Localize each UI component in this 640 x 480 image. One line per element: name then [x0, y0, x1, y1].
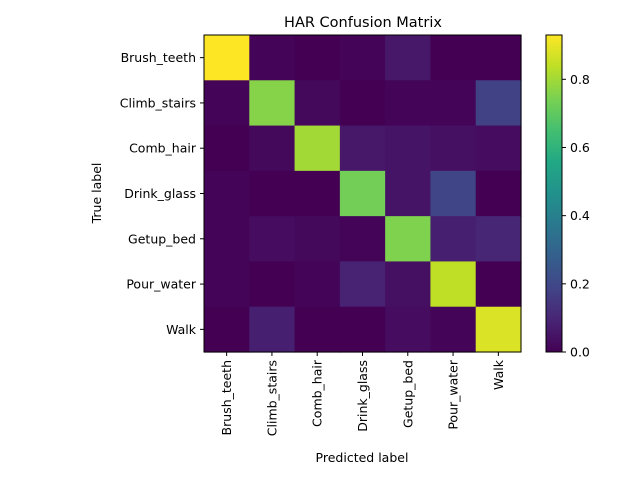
- heatmap-cell: [385, 170, 432, 217]
- x-tick-label: Comb_hair: [310, 359, 325, 427]
- heatmap-cell: [385, 35, 432, 81]
- heatmap-cell: [249, 306, 296, 353]
- heatmap-cell: [204, 216, 250, 263]
- x-tick-label: Pour_water: [446, 359, 461, 430]
- y-tick-label: Drink_glass: [124, 186, 196, 201]
- y-tick-label: Comb_hair: [129, 141, 197, 156]
- heatmap-cell: [339, 170, 386, 217]
- y-tick-label: Getup_bed: [128, 231, 196, 246]
- heatmap-cell: [294, 306, 341, 353]
- heatmap-cell: [294, 170, 341, 217]
- heatmap-cell: [294, 125, 341, 172]
- heatmap-cells: [204, 35, 522, 353]
- heatmap-cell: [339, 35, 386, 81]
- heatmap-cell: [204, 261, 250, 308]
- heatmap-cell: [339, 261, 386, 308]
- heatmap-cell: [204, 80, 250, 127]
- x-axis-label: Predicted label: [316, 450, 409, 465]
- heatmap-cell: [339, 216, 386, 263]
- x-tick-label: Walk: [491, 359, 506, 390]
- colorbar-tick-label: 0.2: [570, 276, 590, 291]
- heatmap-cell: [385, 216, 432, 263]
- heatmap-cell: [475, 80, 522, 127]
- heatmap-cell: [249, 80, 296, 127]
- watermark: https://blog.csdn.net/kane7csdn: [423, 456, 632, 471]
- heatmap-cell: [294, 261, 341, 308]
- heatmap-cell: [430, 261, 477, 308]
- heatmap-cell: [430, 125, 477, 172]
- heatmap-cell: [430, 170, 477, 217]
- y-axis-label: True label: [89, 163, 104, 225]
- heatmap-cell: [430, 80, 477, 127]
- colorbar-tick-label: 0.4: [570, 208, 590, 223]
- colorbar-tick-label: 0.0: [570, 345, 590, 360]
- heatmap-cell: [385, 261, 432, 308]
- heatmap-cell: [294, 35, 341, 81]
- heatmap-cell: [294, 80, 341, 127]
- heatmap-cell: [339, 306, 386, 353]
- heatmap-cell: [385, 80, 432, 127]
- heatmap-cell: [204, 125, 250, 172]
- heatmap-cell: [475, 216, 522, 263]
- heatmap-cell: [339, 80, 386, 127]
- heatmap-cell: [249, 170, 296, 217]
- colorbar-tick-label: 0.6: [570, 140, 590, 155]
- heatmap-cell: [430, 35, 477, 81]
- colorbar: [545, 34, 563, 353]
- heatmap-cell: [475, 261, 522, 308]
- chart-title: HAR Confusion Matrix: [284, 15, 442, 31]
- heatmap-cell: [204, 306, 250, 353]
- heatmap-cell: [249, 125, 296, 172]
- heatmap-cell: [475, 35, 522, 81]
- heatmap-cell: [430, 216, 477, 263]
- y-tick-label: Brush_teeth: [121, 50, 196, 65]
- x-tick-label: Brush_teeth: [219, 360, 234, 435]
- y-tick-label: Climb_stairs: [120, 95, 196, 110]
- x-tick-label: Drink_glass: [355, 360, 370, 432]
- heatmap-cell: [204, 170, 250, 217]
- x-tick-label: Getup_bed: [400, 360, 415, 428]
- y-axis-ticks: Brush_teeth Climb_stairs Comb_hair Drink_gl…: [120, 50, 204, 337]
- y-tick-label: Pour_water: [126, 277, 197, 292]
- heatmap-cell: [294, 216, 341, 263]
- heatmap-cell: [339, 125, 386, 172]
- colorbar-tick-label: 0.8: [570, 72, 590, 87]
- heatmap-cell: [475, 125, 522, 172]
- heatmap-cell: [475, 170, 522, 217]
- heatmap-cell: [249, 261, 296, 308]
- x-axis-ticks: Brush_teeth Climb_stairs Comb_hair Drink_gl…: [219, 352, 506, 436]
- colorbar-ticks: 0.0 0.2 0.4 0.6 0.8: [562, 72, 590, 360]
- x-tick-label: Climb_stairs: [264, 360, 279, 436]
- heatmap-cell: [430, 306, 477, 353]
- heatmap-cell: [249, 216, 296, 263]
- heatmap-cell: [475, 306, 522, 353]
- heatmap-cell: [249, 35, 296, 81]
- heatmap-cell: [385, 306, 432, 353]
- heatmap-cell: [204, 35, 250, 81]
- y-tick-label: Walk: [166, 322, 197, 337]
- heatmap-cell: [385, 125, 432, 172]
